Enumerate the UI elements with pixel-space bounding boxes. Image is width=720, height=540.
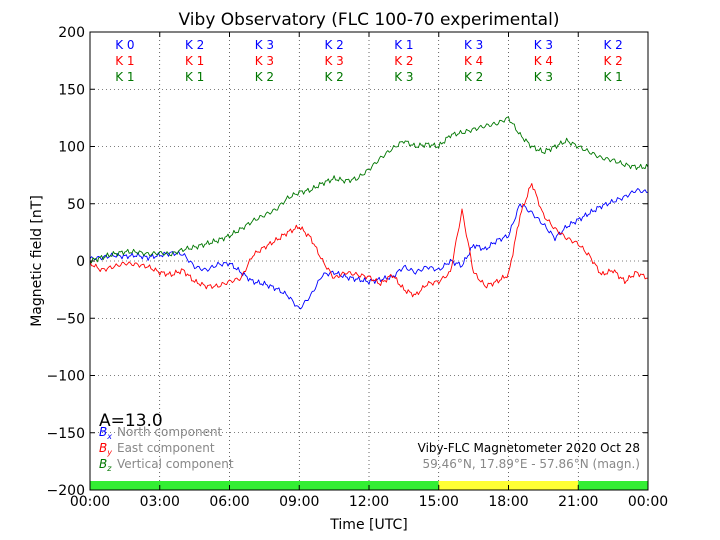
- legend-label-north: North component: [117, 425, 223, 439]
- svg-text:By: By: [99, 441, 112, 457]
- svg-text:Bz: Bz: [99, 457, 112, 473]
- legend: Bx North component By East component Bz …: [99, 425, 234, 473]
- k-index-label: K 3: [464, 38, 483, 52]
- k-index-label: K 1: [185, 54, 204, 68]
- chart-title: Viby Observatory (FLC 100-70 experimenta…: [179, 10, 560, 30]
- k-index-label: K 4: [464, 54, 483, 68]
- series-layer: [89, 116, 649, 310]
- k-index-table: K 0 K 2 K 3 K 2 K 1 K 3 K 3 K 2 K 1 K 1 K 3 K 3 K 2 K…: [115, 38, 623, 84]
- y-tick-label: −200: [47, 483, 85, 499]
- k-index-label: K 1: [115, 70, 134, 84]
- series-line-x: [89, 188, 649, 310]
- legend-label-vertical: Vertical component: [117, 457, 234, 471]
- y-tick-label: −100: [47, 369, 85, 385]
- y-axis-label: Magnetic field [nT]: [29, 195, 45, 327]
- k-index-label: K 3: [534, 38, 553, 52]
- a-index: A=13.0: [99, 411, 163, 431]
- k-index-label: K 3: [255, 54, 274, 68]
- x-tick-label: 12:00: [349, 494, 389, 510]
- x-tick-label: 15:00: [419, 494, 459, 510]
- k-index-label: K 0: [115, 38, 134, 52]
- y-tick-label: 200: [58, 25, 85, 41]
- k-index-label: K 1: [185, 70, 204, 84]
- legend-label-east: East component: [117, 441, 215, 455]
- k-index-label: K 2: [603, 38, 622, 52]
- k-index-label: K 2: [185, 38, 204, 52]
- k-index-label: K 3: [394, 70, 413, 84]
- y-tick-label: 0: [76, 254, 85, 270]
- series-line-y: [89, 183, 648, 298]
- x-tick-label: 21:00: [558, 494, 598, 510]
- grid-layer: [90, 32, 648, 490]
- x-tick-label: 09:00: [279, 494, 319, 510]
- k-index-label: K 2: [255, 70, 274, 84]
- k-index-label: K 2: [464, 70, 483, 84]
- x-tick-label: 03:00: [140, 494, 180, 510]
- magnetometer-info: Viby-FLC Magnetometer 2020 Oct 28: [418, 441, 640, 455]
- x-tick-label: 06:00: [209, 494, 249, 510]
- legend-entry-vertical: Bz Vertical component: [99, 457, 234, 473]
- series-line-z: [89, 116, 649, 264]
- activity-segment: [578, 481, 648, 490]
- x-tick-label: 18:00: [488, 494, 528, 510]
- activity-segment: [90, 481, 439, 490]
- k-index-label: K 1: [115, 54, 134, 68]
- x-tick-label: 00:00: [70, 494, 110, 510]
- k-index-label: K 2: [324, 38, 343, 52]
- k-index-label: K 3: [534, 70, 553, 84]
- y-tick-label: 50: [67, 197, 85, 213]
- k-index-label: K 3: [324, 54, 343, 68]
- y-tick-label: −150: [47, 426, 85, 442]
- y-tick-label: 150: [58, 82, 85, 98]
- y-tick-label: −50: [55, 311, 85, 327]
- x-axis-label: Time [UTC]: [329, 517, 407, 533]
- x-tick-label: 00:00: [628, 494, 668, 510]
- k-index-label: K 2: [394, 54, 413, 68]
- k-index-label: K 1: [603, 70, 622, 84]
- svg-text:Bx: Bx: [99, 425, 112, 441]
- y-tick-label: 100: [58, 140, 85, 156]
- legend-entry-north: Bx North component: [99, 425, 223, 441]
- location-info: 59.46°N, 17.89°E - 57.86°N (magn.): [423, 457, 640, 471]
- k-index-label: K 2: [603, 54, 622, 68]
- k-index-label: K 3: [255, 38, 274, 52]
- tick-layer: 00:00 03:00 06:00 09:00 12:00 15:00 18:00 21:00…: [47, 25, 669, 510]
- k-index-label: K 2: [324, 70, 343, 84]
- legend-entry-east: By East component: [99, 441, 215, 457]
- k-index-label: K 4: [534, 54, 553, 68]
- k-index-label: K 1: [394, 38, 413, 52]
